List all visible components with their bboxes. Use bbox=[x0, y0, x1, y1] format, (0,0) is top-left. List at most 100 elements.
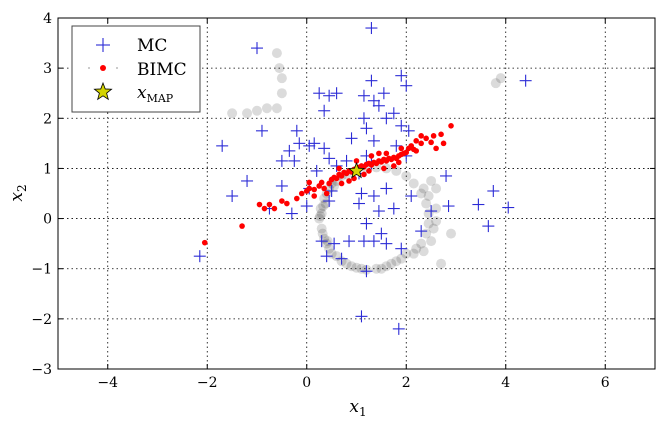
density-point bbox=[252, 105, 262, 116]
density-point bbox=[276, 88, 287, 99]
x-tick-label: 2 bbox=[402, 375, 411, 391]
density-point bbox=[495, 73, 506, 84]
density-point bbox=[418, 246, 429, 257]
mc-point bbox=[442, 200, 455, 213]
mc-point bbox=[330, 87, 343, 100]
legend: MC BIMC xMAP bbox=[71, 25, 201, 113]
mc-point bbox=[367, 235, 380, 248]
bimc-point bbox=[338, 180, 345, 187]
bimc-point bbox=[353, 158, 360, 164]
mc-point bbox=[318, 104, 331, 117]
x-tick-label: −4 bbox=[97, 375, 118, 391]
bimc-point bbox=[423, 135, 429, 142]
y-tick-label: 2 bbox=[43, 111, 52, 127]
bimc-point bbox=[398, 145, 405, 152]
density-point bbox=[396, 253, 407, 264]
density-point bbox=[431, 203, 442, 214]
mc-point bbox=[310, 164, 323, 177]
density-point bbox=[227, 108, 238, 119]
legend-mc-plus bbox=[96, 38, 110, 52]
density-point bbox=[436, 258, 447, 269]
mc-point bbox=[313, 87, 326, 100]
mc-point bbox=[290, 124, 303, 137]
y-tick-label: 3 bbox=[43, 61, 52, 77]
bimc-point bbox=[383, 150, 390, 157]
mc-point bbox=[372, 99, 385, 112]
density-point bbox=[421, 198, 432, 209]
x-tick-label: 4 bbox=[501, 375, 510, 391]
density-point bbox=[276, 73, 287, 84]
density-point bbox=[315, 203, 326, 214]
density-point bbox=[426, 175, 437, 186]
y-tick-label: −2 bbox=[31, 312, 52, 328]
density-point bbox=[376, 263, 387, 274]
mc-point bbox=[372, 205, 385, 218]
density-point bbox=[401, 170, 412, 181]
mc-point bbox=[380, 237, 393, 250]
bimc-point bbox=[294, 195, 300, 202]
density-point bbox=[416, 238, 427, 249]
mc-point bbox=[251, 42, 263, 55]
mc-point bbox=[318, 142, 331, 155]
bimc-point bbox=[381, 165, 387, 172]
mc-point bbox=[343, 235, 356, 248]
mc-point bbox=[275, 179, 288, 192]
density-point bbox=[418, 183, 429, 194]
density-point bbox=[386, 258, 397, 269]
legend-bimc-label: BIMC bbox=[137, 60, 187, 80]
bimc-point bbox=[403, 149, 410, 156]
bimc-point bbox=[261, 205, 268, 212]
density-point bbox=[391, 256, 402, 267]
density-point bbox=[401, 248, 412, 259]
density-point bbox=[351, 262, 362, 273]
mc-point bbox=[323, 89, 336, 102]
mc-point bbox=[360, 122, 373, 135]
legend-map-marker bbox=[93, 81, 113, 101]
legend-map-label: xMAP bbox=[137, 83, 174, 105]
density-point bbox=[274, 63, 285, 74]
y-tick-label: −1 bbox=[31, 262, 52, 278]
mc-point bbox=[357, 89, 370, 102]
bimc-series bbox=[201, 123, 454, 246]
mc-point bbox=[352, 197, 365, 210]
mc-point bbox=[226, 190, 239, 203]
mc-point bbox=[367, 190, 380, 203]
mc-point bbox=[367, 134, 380, 147]
bimc-point bbox=[376, 150, 382, 157]
bimc-point bbox=[271, 205, 278, 212]
density-point bbox=[431, 216, 442, 227]
bimc-point bbox=[306, 179, 313, 186]
mc-point bbox=[440, 169, 453, 182]
legend-entry-map: xMAP bbox=[93, 81, 174, 105]
mc-point bbox=[380, 112, 393, 125]
density-point bbox=[242, 108, 253, 119]
mc-point bbox=[241, 174, 254, 187]
mc-point bbox=[360, 265, 373, 278]
mc-point bbox=[308, 137, 321, 150]
map-series bbox=[347, 161, 366, 179]
mc-point bbox=[288, 154, 301, 167]
bimc-point bbox=[366, 168, 372, 174]
mc-point bbox=[367, 94, 380, 107]
mc-point bbox=[380, 182, 393, 195]
mc-point bbox=[275, 154, 288, 167]
legend-mc-marker bbox=[96, 38, 110, 52]
bimc-point bbox=[284, 200, 290, 207]
mc-point bbox=[365, 74, 378, 87]
y-tick-label: 1 bbox=[43, 161, 52, 177]
density-point bbox=[431, 183, 442, 194]
mc-point bbox=[323, 195, 336, 208]
mc-point bbox=[395, 69, 408, 82]
mc-point bbox=[387, 202, 400, 215]
bimc-point bbox=[306, 185, 313, 192]
mc-point bbox=[365, 22, 378, 35]
density-point bbox=[490, 78, 501, 89]
legend-bimc-dot-faint bbox=[88, 67, 90, 69]
mc-point bbox=[357, 112, 370, 125]
mc-point bbox=[482, 220, 495, 233]
y-tick-label: −3 bbox=[31, 362, 52, 378]
density-point bbox=[326, 248, 337, 259]
bimc-point bbox=[298, 190, 305, 197]
bimc-point bbox=[433, 145, 439, 152]
density-point bbox=[428, 223, 439, 234]
